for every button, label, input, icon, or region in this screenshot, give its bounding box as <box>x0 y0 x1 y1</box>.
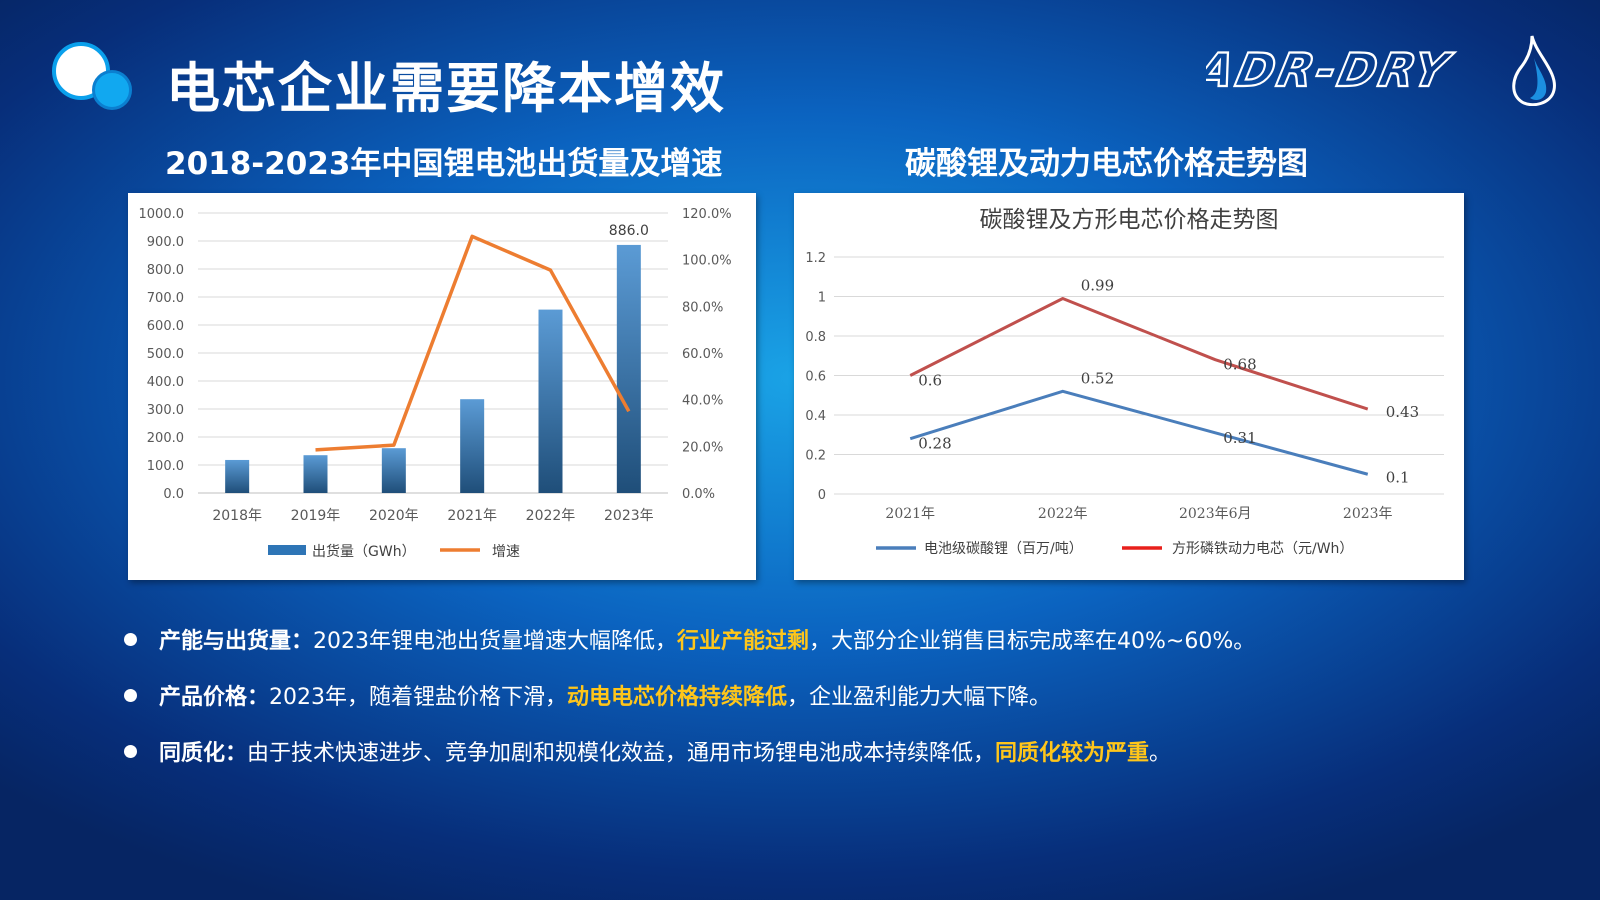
y-right-tick-label: 40.0% <box>682 394 723 409</box>
y-right-tick-label: 120.0% <box>682 207 732 222</box>
bullet-item: 同质化： 由于技术快速进步、竞争加剧和规模化效益，通用市场锂电池成本持续降低， … <box>124 723 1544 779</box>
brand-logo: ADR-DRY <box>1206 35 1556 106</box>
y-left-tick-label: 500.0 <box>147 347 184 362</box>
bullet-dot-icon <box>124 744 137 758</box>
bullet-label: 产品价格： <box>159 685 270 710</box>
bullet-dot-icon <box>124 632 137 646</box>
bullet-text: ，企业盈利能力大幅下降。 <box>787 685 1052 710</box>
bullet-highlight: 动电电芯价格持续降低 <box>567 685 788 710</box>
bullet-highlight: 行业产能过剩 <box>677 629 810 654</box>
y-left-tick-label: 1000.0 <box>139 207 185 222</box>
x-tick-label: 2023年 <box>1343 506 1393 522</box>
lithium-carbonate-line <box>909 389 1369 476</box>
point-data-label: 0.43 <box>1386 403 1419 421</box>
chart2-subtitle: 碳酸锂及动力电芯价格走势图 <box>905 146 1308 182</box>
bullet-text: ，大部分企业销售目标完成率在40%~60%。 <box>809 629 1256 654</box>
bullet-label: 同质化： <box>159 741 248 766</box>
y-tick-label: 1.2 <box>805 251 826 266</box>
bar-data-label: 886.0 <box>609 223 649 239</box>
bullet-text: 由于技术快速进步、竞争加剧和规模化效益，通用市场锂电池成本持续降低， <box>247 741 996 766</box>
bullet-highlight: 同质化较为严重 <box>995 741 1150 766</box>
y-left-tick-label: 600.0 <box>147 319 184 334</box>
bar-shipment <box>225 459 250 493</box>
bar-shipment <box>381 448 406 493</box>
y-left-tick-label: 200.0 <box>147 431 184 446</box>
bubble-large <box>52 42 110 100</box>
bullet-label: 产能与出货量： <box>159 629 314 654</box>
y-left-tick-label: 400.0 <box>147 375 184 390</box>
x-tick-label: 2023年6月 <box>1179 506 1252 522</box>
y-right-tick-label: 100.0% <box>682 254 732 269</box>
y-tick-label: 0.8 <box>805 330 826 345</box>
growth-line <box>315 234 631 452</box>
y-left-tick-label: 300.0 <box>147 403 184 418</box>
point-data-label: 0.28 <box>918 435 951 453</box>
cell-price-line <box>909 296 1369 411</box>
water-drop-icon <box>1512 35 1556 106</box>
y-left-tick-label: 900.0 <box>147 235 184 250</box>
bullet-dot-icon <box>124 688 137 702</box>
x-tick-label: 2022年 <box>1038 506 1088 522</box>
y-left-tick-label: 700.0 <box>147 291 184 306</box>
bullet-text: 。 <box>1149 741 1172 766</box>
legend-label-shipment: 出货量（GWh） <box>312 543 416 560</box>
y-right-tick-label: 0.0% <box>682 487 715 502</box>
y-right-tick-label: 20.0% <box>682 440 723 455</box>
x-tick-label: 2021年 <box>885 506 935 522</box>
x-tick-label: 2019年 <box>291 508 341 524</box>
y-left-tick-label: 100.0 <box>147 459 184 474</box>
y-right-tick-label: 60.0% <box>682 347 723 362</box>
legend-swatch-shipment <box>268 545 306 555</box>
shipment-chart: 0.0 100.0 200.0 300.0 400.0 500.0 600.0 700.0 80… <box>139 207 732 560</box>
page-title: 电芯企业需要降本增效 <box>166 57 726 120</box>
point-data-label: 0.31 <box>1223 429 1256 447</box>
bullet-text: 2023年，随着锂盐价格下滑， <box>269 685 568 710</box>
point-data-label: 0.68 <box>1223 356 1256 374</box>
x-tick-label: 2018年 <box>212 508 262 524</box>
bubble-small <box>92 70 132 110</box>
point-data-label: 0.52 <box>1081 369 1114 387</box>
bullet-item: 产能与出货量： 2023年锂电池出货量增速大幅降低， 行业产能过剩 ，大部分企业… <box>124 611 1544 667</box>
title-bubbles-icon <box>52 42 136 112</box>
brand-logo-text: ADR-DRY <box>1206 43 1457 96</box>
bullet-list: 产能与出货量： 2023年锂电池出货量增速大幅降低， 行业产能过剩 ，大部分企业… <box>124 611 1544 779</box>
bar-shipment <box>616 244 641 493</box>
y-tick-label: 1 <box>818 291 826 306</box>
bar-shipment <box>538 309 563 493</box>
legend-label-cell: 方形磷铁动力电芯（元/Wh） <box>1172 541 1353 557</box>
legend-label-growth: 增速 <box>492 544 520 560</box>
bullet-text: 2023年锂电池出货量增速大幅降低， <box>313 629 678 654</box>
x-tick-label: 2020年 <box>369 508 419 524</box>
chart-title: 碳酸锂及方形电芯价格走势图 <box>980 207 1279 233</box>
x-tick-label: 2021年 <box>447 508 497 524</box>
bar-shipment <box>303 455 328 493</box>
point-data-label: 0.99 <box>1081 276 1114 294</box>
x-tick-label: 2022年 <box>526 508 576 524</box>
x-tick-label: 2023年 <box>604 508 654 524</box>
point-data-label: 0.6 <box>918 372 942 390</box>
point-data-label: 0.1 <box>1386 468 1410 486</box>
y-tick-label: 0.2 <box>805 449 826 464</box>
price-chart: 碳酸锂及方形电芯价格走势图 0 0.2 0.4 0.6 0.8 1 1.2 2021年 2022年… <box>805 207 1444 557</box>
shipment-chart-panel: 0.0 100.0 200.0 300.0 400.0 500.0 600.0 700.0 80… <box>128 193 756 580</box>
y-tick-label: 0.6 <box>805 370 826 385</box>
y-tick-label: 0.4 <box>805 409 826 424</box>
price-chart-panel: 碳酸锂及方形电芯价格走势图 0 0.2 0.4 0.6 0.8 1 1.2 2021年 2022年… <box>794 193 1464 580</box>
bar-shipment <box>460 399 485 493</box>
y-right-tick-label: 80.0% <box>682 300 723 315</box>
bullet-item: 产品价格： 2023年，随着锂盐价格下滑， 动电电芯价格持续降低 ，企业盈利能力… <box>124 667 1544 723</box>
chart1-subtitle: 2018-2023年中国锂电池出货量及增速 <box>165 146 723 182</box>
y-tick-label: 0 <box>818 488 826 503</box>
y-left-tick-label: 0.0 <box>163 487 184 502</box>
legend-label-lithium: 电池级碳酸锂（百万/吨） <box>924 541 1083 557</box>
y-left-tick-label: 800.0 <box>147 263 184 278</box>
